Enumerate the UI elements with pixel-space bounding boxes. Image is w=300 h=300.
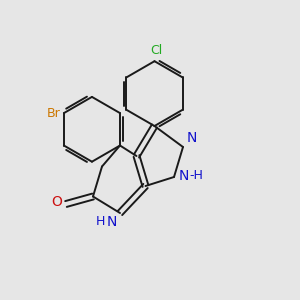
Text: N: N — [106, 215, 117, 230]
Text: H: H — [96, 215, 105, 228]
Text: O: O — [52, 196, 62, 209]
Text: N: N — [178, 169, 189, 182]
Text: N: N — [187, 130, 197, 145]
Text: -H: -H — [190, 169, 203, 182]
Text: Br: Br — [46, 106, 60, 120]
Text: Cl: Cl — [150, 44, 162, 57]
